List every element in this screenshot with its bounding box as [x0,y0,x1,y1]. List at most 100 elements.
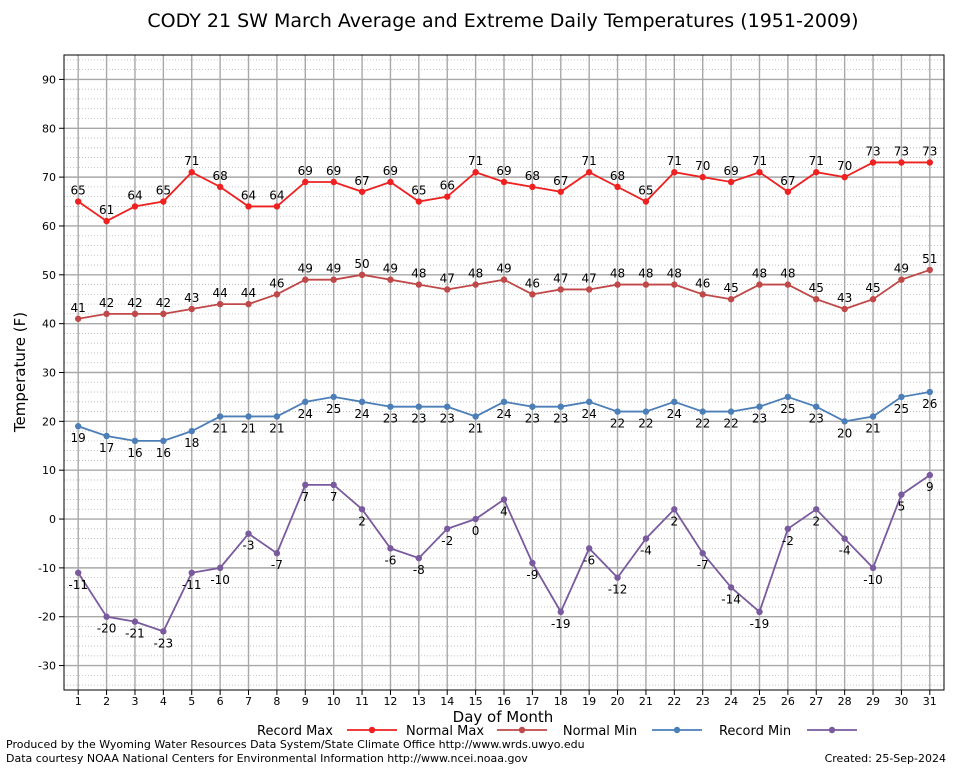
data-label: -4 [839,544,851,558]
footer-produced-by: Produced by the Wyoming Water Resources … [6,738,585,751]
data-label: 24 [667,407,682,421]
data-point [699,408,706,415]
y-tick-label: 10 [42,464,56,477]
data-label: 24 [496,407,511,421]
data-label: 70 [837,159,852,173]
data-label: 69 [383,164,398,178]
data-point [472,169,479,176]
data-point [926,471,934,479]
data-label: 42 [127,296,142,310]
data-point [869,564,877,572]
data-point [444,286,451,293]
data-point [529,403,536,410]
data-label: 48 [610,267,625,281]
data-label: 23 [411,412,426,426]
data-label: 49 [496,262,511,276]
legend-item: Record Min [719,724,857,739]
data-label: 73 [894,144,909,158]
data-label: 21 [212,421,227,435]
data-point [500,398,508,406]
x-tick-label: 11 [355,695,369,708]
y-tick-label: 90 [42,73,56,86]
data-label: 21 [269,421,284,435]
data-point [188,305,195,313]
data-label: 50 [354,257,369,271]
data-label: 46 [269,276,284,290]
data-label: 23 [752,412,767,426]
data-label: 69 [298,164,313,178]
data-point [699,550,706,557]
x-tick-label: 23 [696,695,710,708]
data-label: 23 [383,412,398,426]
x-tick-label: 6 [217,695,224,708]
data-point [756,608,763,616]
data-label: 64 [127,188,142,202]
data-point [74,315,82,322]
data-label: 65 [411,184,426,198]
data-label: 64 [241,188,256,202]
data-label: 26 [922,397,937,411]
data-label: -2 [441,534,453,548]
legend-label: Record Max [257,724,333,739]
data-label: 2 [671,514,679,528]
data-label: -21 [125,627,145,641]
data-point [642,535,650,542]
data-point [302,276,309,283]
y-tick-label: 70 [42,171,56,184]
data-label: 17 [99,441,114,455]
data-point [131,310,139,318]
data-point [188,569,195,576]
data-point [699,173,706,181]
data-label: 25 [326,402,341,416]
data-label: -7 [271,558,283,572]
data-label: 51 [922,252,937,266]
data-point [756,169,763,176]
grid [64,55,944,690]
x-tick-label: 1 [75,695,82,708]
data-point [160,628,167,635]
data-label: 73 [922,144,937,158]
data-label: 22 [638,417,653,431]
legend-marker [673,726,681,734]
data-label: 44 [212,286,227,300]
data-label: 0 [472,524,480,538]
data-label: 24 [354,407,369,421]
data-label: -10 [210,573,230,587]
data-label: 48 [468,267,483,281]
data-label: 69 [496,164,511,178]
data-point [642,408,650,415]
data-point [841,173,848,181]
data-label: -19 [750,617,770,631]
data-label: 47 [582,271,597,285]
data-point [216,564,224,572]
data-label: 21 [241,421,256,435]
data-label: 41 [71,301,86,315]
data-label: -12 [608,583,628,597]
legend-marker [518,726,526,734]
data-label: 25 [894,402,909,416]
data-point [727,408,735,415]
data-point [131,618,139,625]
legend-marker [828,726,836,734]
data-label: 73 [865,144,880,158]
data-label: 20 [837,426,852,440]
data-label: -9 [526,568,538,582]
x-tick-label: 31 [923,695,937,708]
x-tick-label: 17 [525,695,539,708]
data-point [813,506,820,513]
data-point [756,403,763,410]
data-point [926,266,934,274]
data-label: -19 [551,617,571,631]
x-tick-label: 4 [160,695,167,708]
x-tick-label: 22 [667,695,681,708]
data-point [216,413,224,420]
data-point [614,281,621,288]
data-label: 71 [809,154,824,168]
data-point [273,291,281,298]
y-tick-label: 50 [42,269,56,282]
data-point [813,169,820,176]
data-point [585,545,593,552]
data-label: 64 [269,188,284,202]
data-point [131,203,139,210]
data-point [500,276,508,283]
